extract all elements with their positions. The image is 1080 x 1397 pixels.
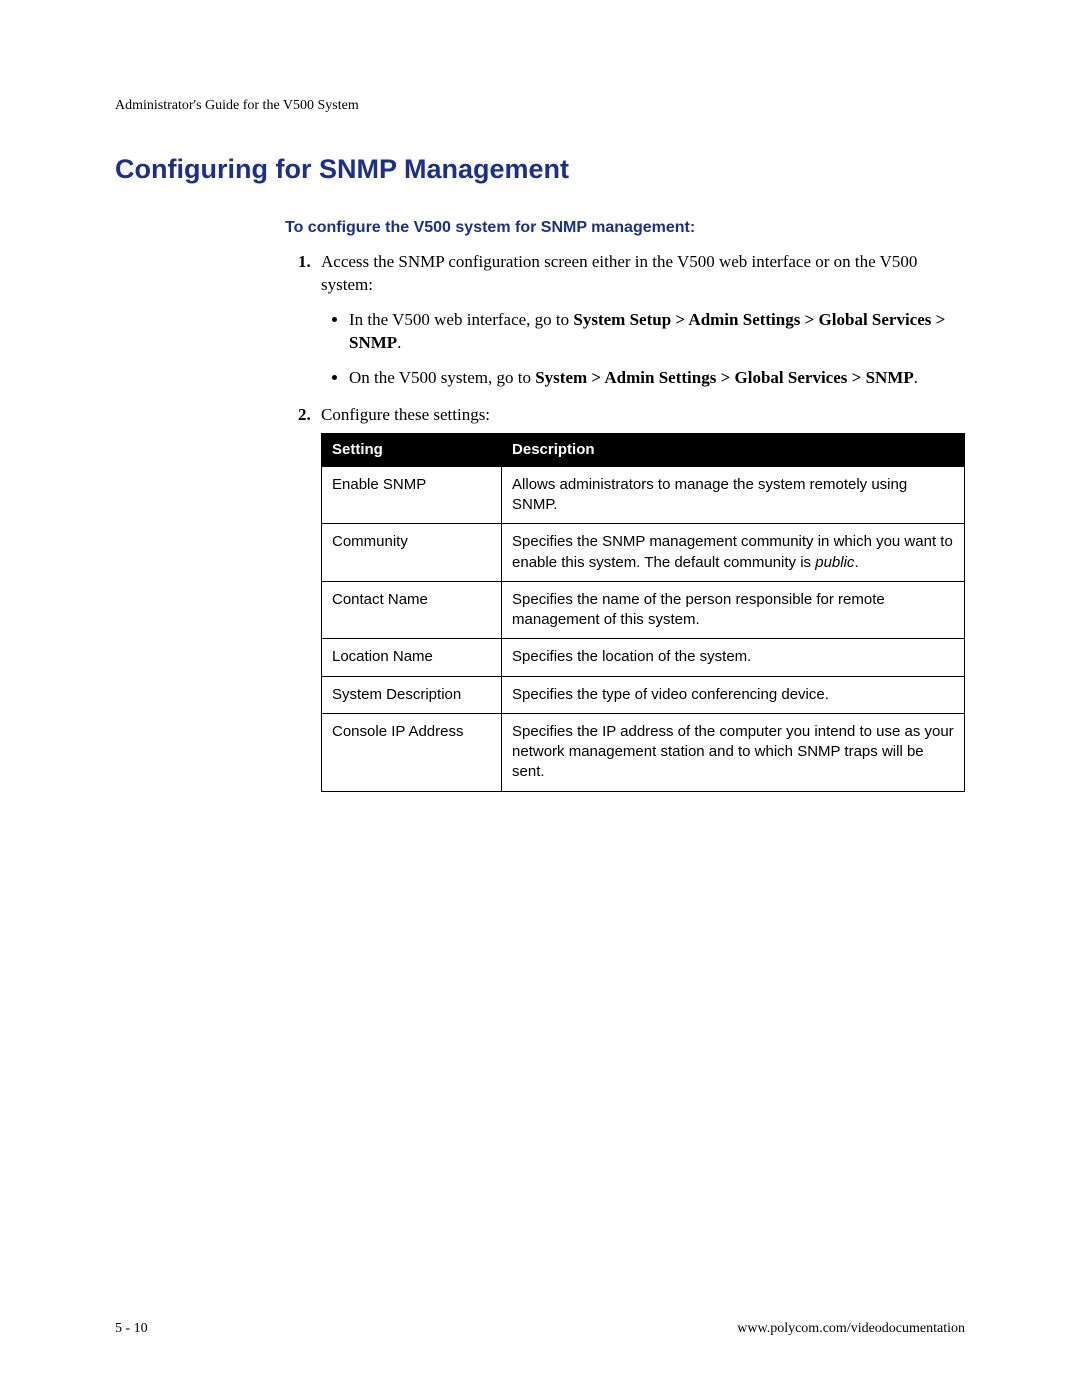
- bullet-2-post: .: [914, 368, 918, 387]
- procedure-heading: To configure the V500 system for SNMP ma…: [115, 219, 965, 237]
- bullet-1-pre: In the V500 web interface, go to: [349, 310, 573, 329]
- cell-setting: Enable SNMP: [322, 466, 502, 524]
- step-1: Access the SNMP configuration screen eit…: [315, 251, 965, 390]
- desc-post: .: [854, 554, 858, 571]
- body-content: Access the SNMP configuration screen eit…: [115, 251, 965, 792]
- cell-desc: Specifies the location of the system.: [502, 639, 965, 676]
- document-page: Administrator's Guide for the V500 Syste…: [0, 0, 1080, 1397]
- table-header-row: Setting Description: [322, 433, 965, 466]
- cell-desc: Specifies the IP address of the computer…: [502, 713, 965, 791]
- step-2-text: Configure these settings:: [321, 405, 490, 424]
- step-2: Configure these settings: Setting Descri…: [315, 404, 965, 792]
- section-heading: Configuring for SNMP Management: [115, 154, 965, 185]
- bullet-2-bold: System > Admin Settings > Global Service…: [535, 368, 914, 387]
- step-1-bullet-2: On the V500 system, go to System > Admin…: [349, 367, 965, 390]
- table-row: Location Name Specifies the location of …: [322, 639, 965, 676]
- step-1-text: Access the SNMP configuration screen eit…: [321, 252, 917, 294]
- cell-desc: Specifies the name of the person respons…: [502, 581, 965, 639]
- table-row: Enable SNMP Allows administrators to man…: [322, 466, 965, 524]
- cell-desc: Specifies the type of video conferencing…: [502, 676, 965, 713]
- step-1-bullet-1: In the V500 web interface, go to System …: [349, 309, 965, 355]
- bullet-2-pre: On the V500 system, go to: [349, 368, 535, 387]
- table-row: System Description Specifies the type of…: [322, 676, 965, 713]
- desc-italic: public: [815, 554, 854, 571]
- procedure-list: Access the SNMP configuration screen eit…: [285, 251, 965, 792]
- settings-table: Setting Description Enable SNMP Allows a…: [321, 433, 965, 792]
- footer-url: www.polycom.com/videodocumentation: [737, 1321, 965, 1337]
- page-number: 5 - 10: [115, 1321, 148, 1337]
- running-header: Administrator's Guide for the V500 Syste…: [115, 98, 965, 114]
- col-header-setting: Setting: [322, 433, 502, 466]
- cell-setting: Contact Name: [322, 581, 502, 639]
- cell-desc: Specifies the SNMP management community …: [502, 524, 965, 582]
- cell-setting: System Description: [322, 676, 502, 713]
- col-header-description: Description: [502, 433, 965, 466]
- desc-pre: Specifies the SNMP management community …: [512, 533, 953, 570]
- cell-setting: Console IP Address: [322, 713, 502, 791]
- step-1-bullets: In the V500 web interface, go to System …: [321, 309, 965, 390]
- bullet-1-post: .: [397, 333, 401, 352]
- cell-desc: Allows administrators to manage the syst…: [502, 466, 965, 524]
- table-row: Contact Name Specifies the name of the p…: [322, 581, 965, 639]
- table-row: Community Specifies the SNMP management …: [322, 524, 965, 582]
- cell-setting: Location Name: [322, 639, 502, 676]
- cell-setting: Community: [322, 524, 502, 582]
- table-row: Console IP Address Specifies the IP addr…: [322, 713, 965, 791]
